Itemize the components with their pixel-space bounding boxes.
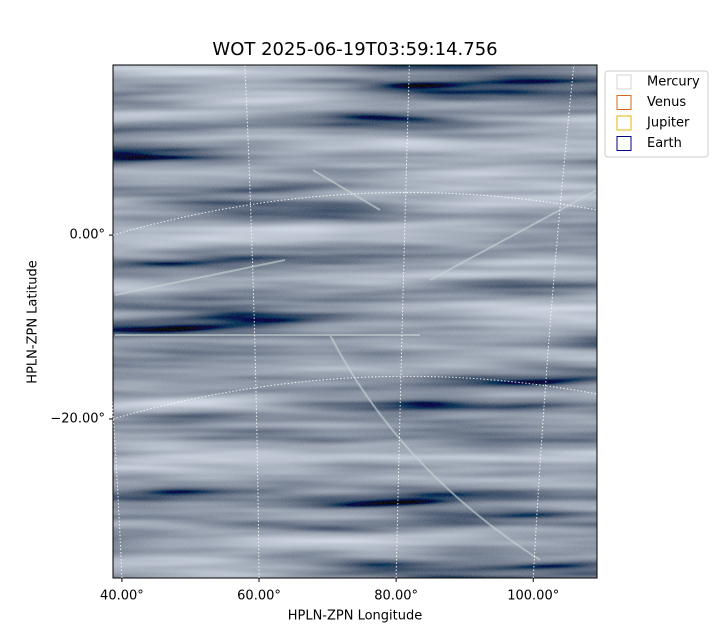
grid-line [79,64,123,579]
legend-marker [616,115,632,131]
x-tick-label: 80.00° [374,589,418,604]
legend-label: Mercury [647,75,700,90]
legend-label: Earth [647,136,682,151]
legend-marker [616,74,632,90]
x-tick-label: 40.00° [100,589,144,604]
image [113,65,597,578]
x-tick-label: 60.00° [237,589,281,604]
grid-line [532,64,575,579]
chart-title: WOT 2025-06-19T03:59:14.756 [212,39,497,60]
grid-line [112,375,598,420]
grid-line [112,191,598,236]
legend-label: Jupiter [646,116,690,131]
legend-label: Venus [647,95,686,110]
y-tick-label: −20.00° [50,411,105,426]
legend [604,70,709,158]
axes-frame [112,64,598,579]
y-axis-label: HPLN-ZPN Latitude [26,260,41,383]
grid-line [244,64,260,579]
legend-marker [616,136,632,151]
y-tick-label: 0.00° [70,228,105,243]
grid-line [395,64,410,579]
legend-marker [616,95,632,110]
x-axis-label: HPLN-ZPN Longitude [288,609,423,624]
x-tick-label: 100.00° [507,589,559,604]
